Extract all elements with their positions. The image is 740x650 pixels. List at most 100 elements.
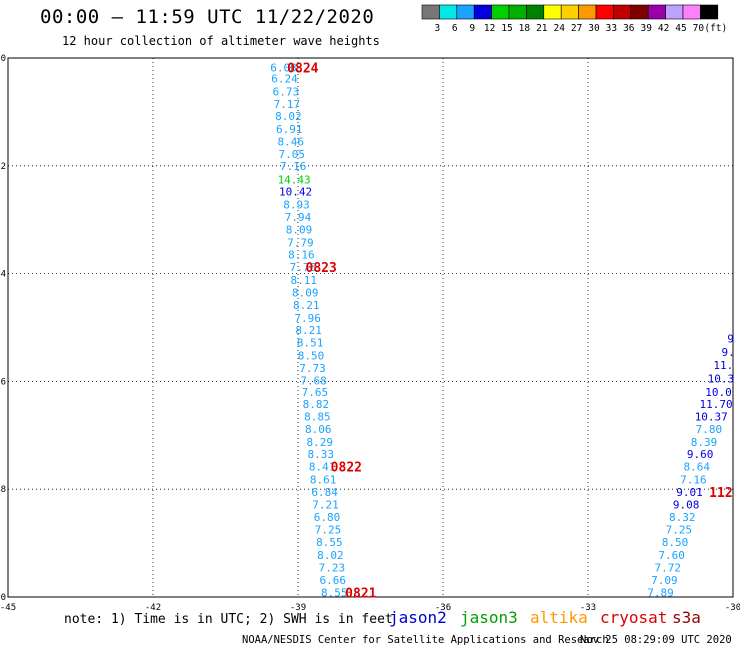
- wave-height-value: 6.66: [320, 574, 347, 587]
- color-swatch: [439, 4, 458, 20]
- color-swatch: [560, 4, 579, 20]
- wave-height-value: 6.08: [270, 62, 297, 75]
- color-scale-label: 33: [606, 23, 617, 34]
- color-swatch: [613, 4, 632, 20]
- color-scale-label: 27: [571, 23, 582, 34]
- x-tick-label: -30: [725, 603, 740, 613]
- wave-height-value: 8.16: [288, 249, 315, 262]
- wave-height-value: 11.: [713, 359, 733, 372]
- x-tick-label: -36: [435, 603, 451, 613]
- wave-height-value: 9.60: [687, 448, 714, 461]
- wave-height-value: 7.16: [680, 473, 707, 486]
- pass-time-label: 0821: [345, 587, 376, 602]
- y-tick-label: -44: [0, 270, 6, 280]
- wave-height-value: 8.41: [309, 461, 336, 474]
- x-tick-label: -42: [145, 603, 161, 613]
- y-tick-label: -42: [0, 162, 6, 172]
- wave-height-value: 6.24: [271, 72, 298, 85]
- wave-height-value: 8.61: [310, 473, 337, 486]
- legend-cryosat: cryosat: [600, 608, 668, 627]
- wave-height-value: 8.09: [286, 223, 313, 236]
- color-scale-label: 42: [658, 23, 669, 34]
- wave-height-value: 6.84: [311, 486, 338, 499]
- wave-height-value: 8.93: [283, 199, 310, 212]
- wave-height-value: 7.65: [302, 386, 329, 399]
- color-swatch: [595, 4, 614, 20]
- pass-time-label: 112: [709, 486, 732, 501]
- wave-height-value: 7.23: [319, 561, 346, 574]
- x-tick-label: -33: [580, 603, 596, 613]
- x-tick-label: -45: [0, 603, 16, 613]
- color-scale-legend: 3 6 9 12 15 18 21 24 27 30 33 36 39 42 45 70 (ft): [421, 4, 727, 34]
- wave-height-value: 7.76: [290, 261, 317, 274]
- wave-height-value: 7.60: [658, 549, 685, 562]
- wave-height-value: 8.55: [316, 536, 343, 549]
- wave-height-value: 10.0: [705, 386, 732, 399]
- color-scale-label: 3: [435, 23, 441, 34]
- wave-height-value: 7.96: [294, 312, 321, 325]
- pass-time-label: 0822: [331, 461, 362, 476]
- wave-height-value: 8.33: [307, 448, 334, 461]
- color-swatch: [508, 4, 527, 20]
- wave-height-value: 10.42: [279, 186, 312, 199]
- wave-height-value: 8.55: [321, 587, 348, 600]
- wave-height-value: 6.73: [273, 85, 300, 98]
- wave-height-value: 8.02: [317, 549, 344, 562]
- wave-height-value: 9: [727, 332, 734, 345]
- wave-height-value: 7.16: [280, 160, 307, 173]
- color-swatch: [647, 4, 666, 20]
- wave-height-value: 10.3: [708, 373, 735, 386]
- color-swatch: [491, 4, 510, 20]
- color-scale-label: 36: [623, 23, 635, 34]
- wave-height-value: 8.21: [295, 324, 322, 337]
- wave-height-value: 7.89: [647, 587, 674, 600]
- wave-height-value: 6.80: [314, 511, 341, 524]
- pass-time-label: 0823: [306, 261, 337, 276]
- wave-height-value: 8.50: [298, 350, 325, 363]
- color-scale-label: 30: [588, 23, 600, 34]
- credit-line: NOAA/NESDIS Center for Satellite Applica…: [242, 634, 609, 646]
- generated-timestamp: Nov 25 08:29:09 UTC 2020: [580, 634, 732, 646]
- wave-height-value: 14.43: [278, 173, 311, 186]
- wave-height-value: 7.25: [315, 524, 342, 537]
- plot-border: [7, 57, 734, 598]
- wave-height-value: 7.68: [300, 374, 327, 387]
- legend-jason2: jason2: [389, 608, 447, 627]
- wave-height-value: 7.94: [285, 211, 312, 224]
- wave-height-value: 9.01: [676, 486, 703, 499]
- wave-height-value: 8.09: [292, 286, 319, 299]
- footnote: note: 1) Time is in UTC; 2) SWH is in fe…: [64, 612, 393, 627]
- wave-height-value: 9.08: [673, 498, 700, 511]
- wave-height-value: 8.82: [303, 398, 330, 411]
- wave-height-value: 6.91: [276, 123, 303, 136]
- plot-frame: [7, 57, 734, 598]
- color-scale-label: 39: [640, 23, 652, 34]
- wave-height-labels: 6.086.246.737.178.026.918.467.057.1614.4…: [270, 62, 735, 602]
- legend-s3a: s3a: [672, 608, 701, 627]
- wave-height-value: 8.02: [275, 110, 302, 123]
- color-scale-label: 70: [693, 23, 705, 34]
- wave-height-value: 8.21: [293, 299, 320, 312]
- wave-height-value: 7.79: [287, 236, 314, 249]
- wave-height-value: 8.29: [307, 436, 334, 449]
- y-tick-label: -50: [0, 593, 6, 603]
- wave-height-value: 8.32: [669, 511, 696, 524]
- color-swatch: [456, 4, 475, 20]
- color-scale-label: (ft): [704, 23, 727, 34]
- color-scale-label: 9: [469, 23, 475, 34]
- wave-height-value: 7.21: [312, 498, 339, 511]
- wave-height-value: 11.70: [700, 398, 733, 411]
- wave-height-value: 8.51: [297, 337, 324, 350]
- color-scale-label: 24: [553, 23, 565, 34]
- y-tick-label: -48: [0, 485, 6, 495]
- wave-height-value: 7.05: [278, 148, 305, 161]
- color-swatch: [665, 4, 684, 20]
- wave-height-value: 7.80: [696, 423, 723, 436]
- wave-height-value: 8.06: [305, 423, 332, 436]
- wave-height-value: 7.09: [651, 574, 678, 587]
- wave-height-value: 9.: [722, 346, 735, 359]
- wave-height-value: 8.50: [662, 536, 689, 549]
- axis-tick-labels: -45 -42 -39 -36 -33 -30 -40 -42 -44 -46 -48 -50: [0, 54, 740, 613]
- wave-height-value: 7.25: [666, 524, 693, 537]
- wave-height-value: 7.73: [299, 362, 326, 375]
